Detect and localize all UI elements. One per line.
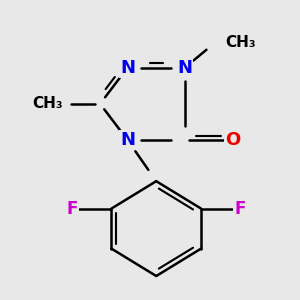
Text: O: O <box>225 131 240 149</box>
Text: F: F <box>67 200 78 217</box>
Text: N: N <box>120 59 135 77</box>
Text: N: N <box>177 59 192 77</box>
Text: CH₃: CH₃ <box>225 35 256 50</box>
Text: F: F <box>234 200 245 217</box>
Text: N: N <box>120 131 135 149</box>
Text: CH₃: CH₃ <box>32 96 63 111</box>
